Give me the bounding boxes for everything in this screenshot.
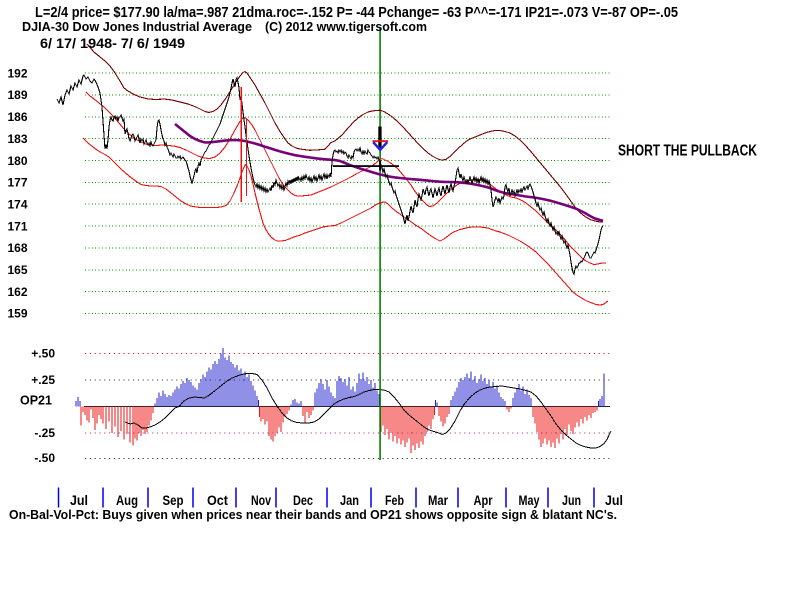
svg-text:Mar: Mar [428, 492, 448, 508]
svg-text:OP21: OP21 [20, 394, 52, 408]
svg-text:May: May [519, 492, 540, 508]
svg-text:174: 174 [7, 197, 27, 211]
svg-text:Jun: Jun [562, 492, 581, 508]
svg-text:Jan: Jan [340, 492, 359, 508]
svg-text:Apr: Apr [474, 492, 493, 508]
svg-text:180: 180 [7, 154, 27, 168]
svg-text:162: 162 [7, 285, 27, 299]
svg-text:SHORT THE PULLBACK: SHORT THE PULLBACK [618, 142, 757, 159]
svg-text:189: 189 [7, 88, 27, 102]
svg-text:-.50: -.50 [34, 451, 55, 465]
svg-text:Oct: Oct [207, 492, 228, 508]
svg-text:Jul: Jul [605, 492, 623, 508]
svg-text:+.25: +.25 [31, 373, 55, 387]
svg-text:(C) 2012 www.tigersoft.com: (C) 2012 www.tigersoft.com [265, 20, 427, 34]
svg-text:Jul: Jul [70, 492, 88, 508]
svg-text:171: 171 [7, 219, 27, 233]
svg-text:Aug: Aug [116, 492, 138, 508]
svg-text:159: 159 [7, 307, 27, 321]
svg-text:177: 177 [7, 176, 27, 190]
svg-text:Dec: Dec [293, 492, 313, 508]
svg-text:192: 192 [7, 66, 27, 80]
svg-text:186: 186 [7, 110, 27, 124]
svg-text:165: 165 [7, 263, 27, 277]
svg-text:Nov: Nov [251, 492, 271, 508]
svg-text:183: 183 [7, 132, 27, 146]
svg-text:168: 168 [7, 241, 27, 255]
svg-text:On-Bal-Vol-Pct: Buys given whe: On-Bal-Vol-Pct: Buys given when prices n… [9, 507, 617, 522]
svg-text:-.25: -.25 [34, 426, 55, 440]
svg-text:L=2/4 price= $177.90 la/ma=.: L=2/4 price= $177.90 la/ma=.987 21dma.ro… [35, 4, 678, 21]
svg-text:+.50: +.50 [31, 347, 55, 361]
svg-text:DJIA-30 Dow Jones Industrial: DJIA-30 Dow Jones Industrial Average [22, 20, 252, 34]
svg-text:6/ 17/ 1948- 7/ 6/ 1949: 6/ 17/ 1948- 7/ 6/ 1949 [40, 36, 185, 51]
svg-text:Feb: Feb [385, 492, 404, 508]
svg-text:Sep: Sep [163, 492, 184, 508]
